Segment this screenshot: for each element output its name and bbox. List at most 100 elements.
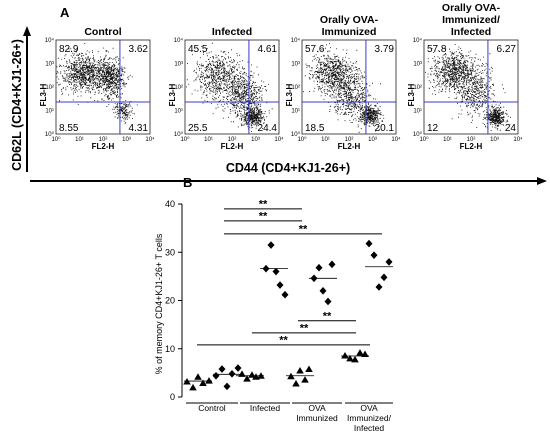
flow-plot-title-line: Orally OVA- (320, 14, 379, 26)
flow-y-tick-label: 10² (291, 85, 300, 91)
data-point-diamond (380, 273, 388, 282)
quadrant-lower-right: 20.1 (375, 123, 395, 134)
data-point-diamond (276, 281, 284, 289)
data-point-triangle (346, 354, 354, 362)
significance-label: ** (279, 334, 288, 346)
flow-y-tick-label: 10³ (413, 62, 422, 68)
data-point-triangle (351, 355, 359, 363)
flow-x-tick-label: 10⁴ (145, 136, 155, 143)
flow-plot-events (186, 42, 273, 132)
flow-y-tick-label: 10² (45, 85, 54, 91)
data-point-triangle (183, 378, 191, 385)
flow-plot-frame (301, 39, 397, 135)
flow-y-axis-label: FL3-H (407, 83, 416, 106)
flow-plot-event-dots (186, 42, 273, 132)
flow-x-tick-label: 10⁴ (513, 136, 523, 143)
flow-plot-event-dots (303, 43, 385, 133)
panel-b-y-tick-label: 40 (165, 199, 175, 209)
flow-plot-title-line: Immunized/ (442, 14, 500, 26)
data-point-diamond (223, 382, 231, 391)
data-point-triangle (296, 366, 304, 374)
panel-b-y-tick-label: 10 (165, 344, 175, 354)
flow-plot-title-line: Infected (212, 26, 252, 38)
flow-y-tick-label: 10² (413, 85, 422, 91)
quadrant-upper-left: 82.9 (59, 44, 79, 55)
data-point-triangle (238, 370, 246, 377)
shared-y-axis-arrowhead (23, 26, 31, 36)
flow-y-tick-label: 10⁰ (174, 131, 184, 138)
flow-plot-title-line: Control (84, 26, 121, 38)
flow-y-tick-label: 10⁰ (45, 131, 55, 138)
flow-plot-frame (184, 39, 280, 135)
panel-b-y-tick-label: 0 (170, 392, 175, 402)
flow-y-tick-label: 10¹ (291, 109, 300, 115)
data-point-triangle (356, 349, 364, 356)
data-point-triangle (301, 376, 309, 383)
flow-y-tick-label: 10³ (45, 62, 54, 68)
flow-x-axis-label: FL2-H (221, 142, 244, 151)
data-point-diamond (319, 287, 327, 295)
flow-plot-event-dots (56, 43, 138, 125)
quadrant-upper-right: 3.62 (129, 44, 149, 55)
data-point-diamond (262, 264, 270, 273)
quadrant-lower-right: 24 (505, 123, 517, 134)
flow-plot-events (303, 43, 385, 133)
data-point-triangle (205, 377, 213, 384)
flow-plot-event-dots (425, 44, 511, 131)
data-point-triangle (199, 379, 207, 387)
flow-x-tick-label: 10¹ (443, 137, 452, 143)
significance-label: ** (259, 210, 268, 222)
category-label: OVA Immunized (296, 403, 338, 423)
flow-x-tick-label: 10³ (122, 137, 131, 143)
flow-y-tick-label: 10¹ (413, 109, 422, 115)
quadrant-lower-left: 12 (427, 123, 439, 134)
shared-x-axis-label: CD44 (CD4+KJ1-26+) (226, 161, 350, 175)
data-point-triangle (341, 352, 349, 359)
data-point-triangle (361, 350, 369, 358)
shared-x-axis-arrowhead (537, 177, 547, 185)
flow-y-tick-label: 10³ (174, 62, 183, 68)
panel-b-y-tick-label: 20 (165, 296, 175, 306)
flow-x-tick-label: 10⁴ (391, 136, 401, 143)
flow-x-tick-label: 10¹ (204, 137, 213, 143)
panel-b-y-axis-label: % of memory CD4+KJ1-26+ T cells (154, 233, 164, 374)
flow-y-tick-label: 10⁴ (174, 37, 184, 44)
flow-x-tick-label: 10² (467, 137, 476, 143)
flow-x-axis-label: FL2-H (338, 142, 361, 151)
data-point-diamond (212, 371, 220, 380)
data-point-diamond (272, 267, 280, 276)
data-point-triangle (189, 383, 197, 391)
quadrant-upper-right: 4.61 (258, 44, 278, 55)
data-point-triangle (305, 365, 313, 373)
data-point-triangle (292, 379, 300, 387)
data-point-triangle (248, 371, 256, 378)
data-point-diamond (218, 365, 226, 373)
flow-plot-4: Orally OVA-Immunized/Infected 57.8 6.27 12 2… (407, 2, 523, 151)
flow-x-tick-label: 10¹ (75, 137, 84, 143)
quadrant-upper-right: 6.27 (497, 44, 517, 55)
data-point-triangle (287, 372, 295, 380)
flow-y-tick-label: 10³ (291, 62, 300, 68)
flow-y-tick-label: 10⁴ (45, 37, 55, 44)
quadrant-lower-right: 24.4 (258, 123, 278, 134)
flow-y-tick-label: 10¹ (174, 109, 183, 115)
flow-x-tick-label: 10³ (368, 137, 377, 143)
flow-x-tick-label: 10³ (490, 137, 499, 143)
flow-x-tick-label: 10⁰ (51, 136, 61, 143)
data-point-diamond (281, 290, 289, 299)
quadrant-upper-right: 3.79 (375, 44, 395, 55)
panel-b-y-tick-label: 30 (165, 247, 175, 257)
significance-label: ** (299, 223, 308, 235)
data-point-diamond (310, 274, 318, 283)
flow-x-tick-label: 10² (345, 137, 354, 143)
data-point-diamond (375, 283, 383, 291)
data-point-diamond (315, 263, 323, 272)
data-point-diamond (228, 370, 236, 378)
data-point-diamond (234, 364, 242, 372)
flow-x-tick-label: 10² (228, 137, 237, 143)
flow-x-axis-label: FL2-H (92, 142, 115, 151)
